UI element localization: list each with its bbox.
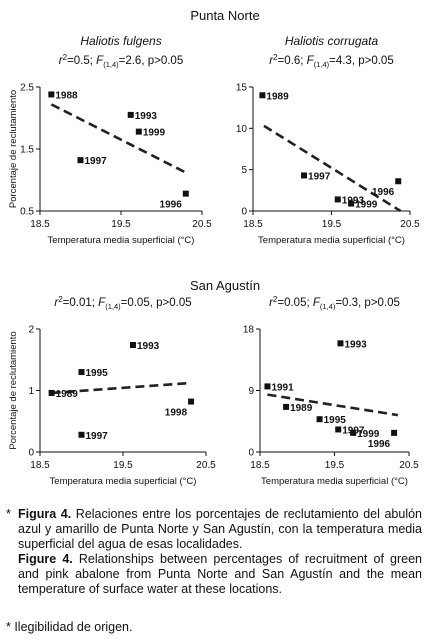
chart-title: Haliotis fulgens (80, 34, 161, 48)
data-point-1993 (334, 196, 341, 203)
point-label-1996: 1996 (160, 200, 183, 211)
section-title-punta-norte: Punta Norte (190, 8, 259, 23)
trend-line (51, 381, 190, 395)
y-axis-label: Porcentaje de reclutamiento (8, 90, 19, 208)
x-tick-label: 19.5 (322, 219, 342, 230)
y-tick-label: 0 (28, 448, 34, 459)
point-label-1989: 1989 (56, 389, 79, 400)
y-tick-label: 15 (236, 83, 248, 94)
point-label-1997: 1997 (85, 156, 108, 167)
data-point-1989 (48, 389, 55, 396)
data-point-1993 (337, 340, 344, 347)
y-tick-label: 5 (241, 165, 247, 176)
point-label-1995: 1995 (86, 368, 109, 379)
point-label-1997: 1997 (86, 431, 109, 442)
chart-haliotis-corrugata: Haliotis corrugata r2=0.6; F(1,4)=4.3, p>… (236, 34, 420, 246)
x-tick-label: 19.5 (111, 219, 131, 230)
point-label-1997: 1997 (308, 171, 331, 182)
x-tick-label: 18.5 (243, 219, 263, 230)
data-point-1999 (350, 429, 357, 436)
section-title-san-agustin: San Agustín (190, 278, 260, 293)
data-point-1996 (182, 190, 189, 197)
data-point-1997 (78, 431, 85, 438)
data-point-1993 (129, 341, 136, 348)
x-axis-label: Temperatura media superficial (°C) (258, 235, 405, 246)
footnote: * Ilegibilidad de origen. (6, 620, 133, 634)
data-point-1996 (395, 178, 402, 185)
data-point-1989 (259, 92, 266, 99)
data-point-1997 (335, 426, 342, 433)
caption-es-label: Figura 4. (18, 507, 72, 521)
data-point-1991 (264, 383, 271, 390)
x-tick-label: 20.5 (400, 219, 420, 230)
y-tick-label: 1.5 (20, 145, 34, 156)
data-point-1989 (283, 403, 290, 410)
point-label-1989: 1989 (266, 91, 289, 102)
chart-subtitle: r2=0.01; F(1,4)=0.05, p>0.05 (54, 295, 191, 311)
x-tick-label: 19.5 (113, 460, 133, 471)
y-tick-label: 2 (28, 325, 34, 336)
x-tick-label: 20.5 (196, 460, 216, 471)
y-tick-label: 9 (248, 386, 254, 397)
data-point-1997 (301, 172, 308, 179)
y-tick-label: 18 (243, 325, 255, 336)
trend-line (263, 124, 402, 213)
point-label-1993: 1993 (344, 339, 367, 350)
point-label-1999: 1999 (357, 429, 380, 440)
x-axis-label: Temperatura media superficial (°C) (48, 235, 195, 246)
caption-spanish: * Figura 4. Relaciones entre los porcent… (0, 507, 432, 552)
y-tick-label: 0 (248, 448, 254, 459)
point-label-1996: 1996 (368, 439, 391, 450)
trend-line (267, 393, 399, 417)
x-axis-label: Temperatura media superficial (°C) (50, 476, 197, 487)
point-label-1991: 1991 (271, 382, 294, 393)
caption-english: Figure 4. Relationships between percenta… (0, 552, 432, 597)
caption-en-label: Figure 4. (18, 552, 73, 566)
chart-haliotis-fulgens: Haliotis fulgens r2=0.5; F(1,4)=2.6, p>0.… (8, 34, 212, 246)
figure-caption: * Figura 4. Relaciones entre los porcent… (0, 507, 432, 597)
data-point-1995 (316, 416, 323, 423)
point-label-1988: 1988 (55, 90, 78, 101)
data-point-1996 (391, 429, 398, 436)
x-tick-label: 18.5 (30, 460, 50, 471)
chart-subtitle: r2=0.05; F(1,4)=0.3, p>0.05 (269, 295, 400, 311)
point-label-1999: 1999 (143, 128, 166, 139)
chart-san-agustin-left: r2=0.01; F(1,4)=0.05, p>0.05 0 1 2 18.5 19.5 2… (8, 295, 216, 487)
point-label-1993: 1993 (135, 111, 158, 122)
point-label-1999: 1999 (355, 200, 378, 211)
figure-4: Punta Norte San Agustín Haliotis fulgens… (8, 8, 420, 487)
caption-en-text: Relationships between percentages of rec… (18, 552, 423, 596)
y-tick-label: 0.5 (20, 207, 34, 218)
point-label-1996: 1996 (372, 187, 395, 198)
point-label-1998: 1998 (165, 408, 188, 419)
point-label-1989: 1989 (290, 403, 313, 414)
caption-es-text: Relaciones entre los porcentajes de recl… (18, 507, 422, 551)
caption-asterisk: * (6, 507, 11, 521)
data-point-1988 (48, 91, 55, 98)
data-point-1993 (127, 111, 134, 118)
chart-subtitle: r2=0.6; F(1,4)=4.3, p>0.05 (269, 53, 393, 69)
y-tick-label: 10 (236, 124, 248, 135)
data-point-1999 (348, 200, 355, 207)
x-tick-label: 18.5 (30, 219, 50, 230)
y-tick-label: 2.5 (20, 83, 34, 94)
data-point-1998 (188, 398, 195, 405)
y-tick-label: 0 (241, 207, 247, 218)
point-label-1993: 1993 (137, 341, 160, 352)
data-point-1999 (135, 128, 142, 135)
y-tick-label: 1 (28, 386, 34, 397)
x-tick-label: 18.5 (250, 460, 270, 471)
chart-subtitle: r2=0.5; F(1,4)=2.6, p>0.05 (59, 53, 183, 69)
point-label-1995: 1995 (324, 415, 347, 426)
data-point-1995 (78, 369, 85, 376)
chart-san-agustin-right: r2=0.05; F(1,4)=0.3, p>0.05 0 9 18 18.5 19.5 2… (243, 295, 419, 487)
x-axis-label: Temperatura media superficial (°C) (261, 476, 408, 487)
trend-line (50, 103, 187, 174)
x-tick-label: 20.5 (192, 219, 212, 230)
x-tick-label: 20.5 (399, 460, 419, 471)
y-axis-label: Porcentaje de reclutamiento (8, 331, 19, 449)
chart-title: Haliotis corrugata (285, 34, 379, 48)
data-point-1997 (77, 157, 84, 164)
x-tick-label: 19.5 (325, 460, 345, 471)
